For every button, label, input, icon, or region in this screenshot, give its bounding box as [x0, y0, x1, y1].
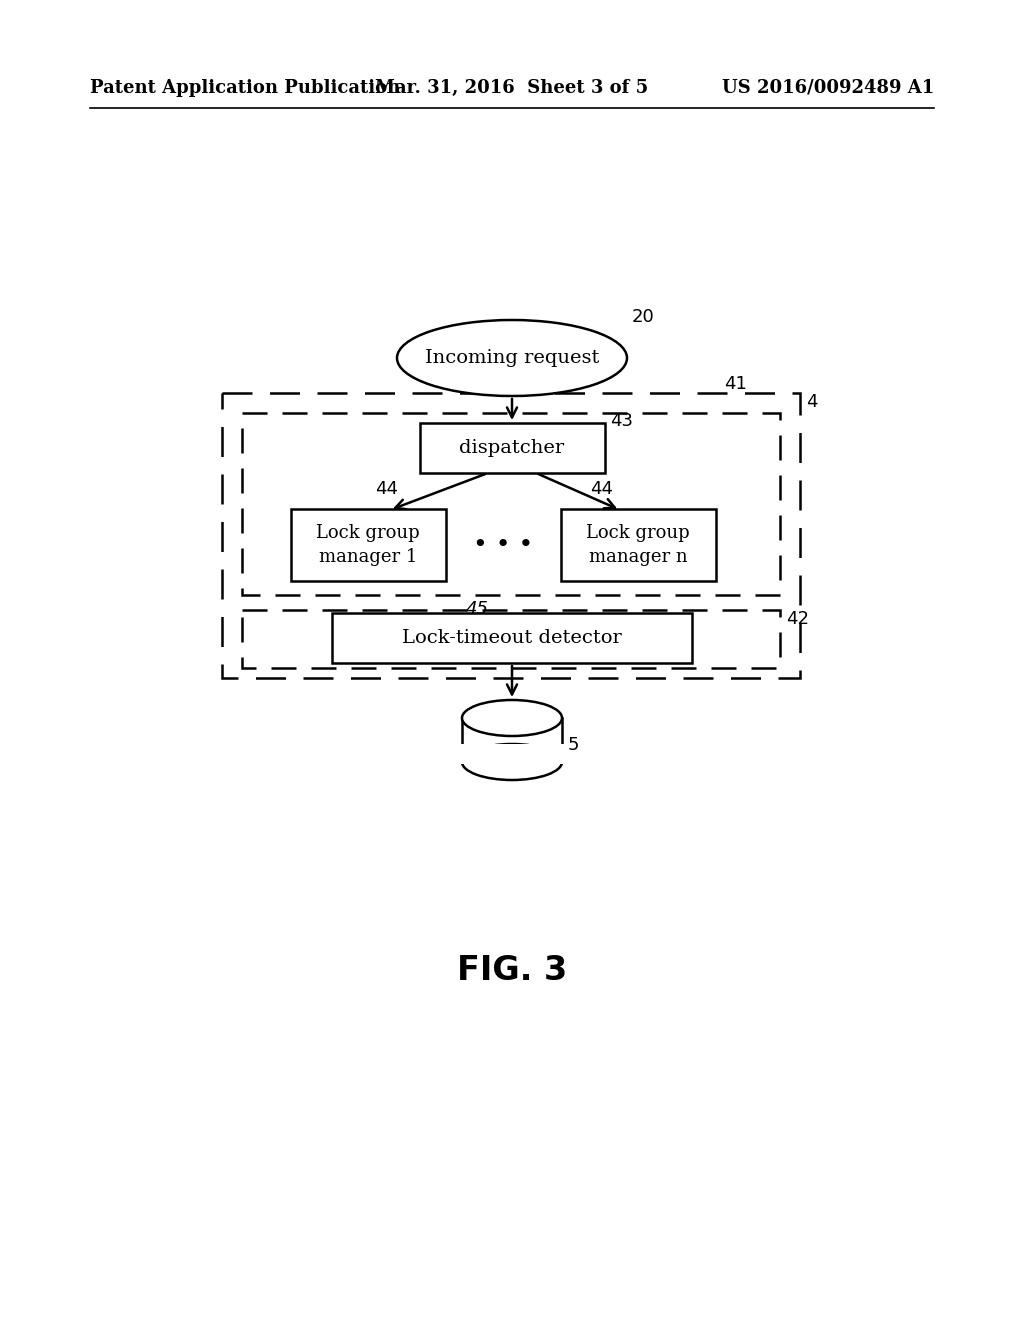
Bar	[560, 510, 716, 581]
Bar	[222, 393, 800, 678]
Text: 44: 44	[590, 480, 613, 498]
Text: 42: 42	[786, 610, 809, 628]
Text: 4: 4	[806, 393, 817, 411]
Bar	[420, 422, 604, 473]
Bar	[462, 718, 562, 762]
Bar	[332, 612, 692, 663]
Text: 45: 45	[466, 601, 489, 618]
Text: • • •: • • •	[473, 533, 534, 557]
Text: Incoming request: Incoming request	[425, 348, 599, 367]
Text: 20: 20	[632, 308, 654, 326]
Text: Lock group
manager n: Lock group manager n	[586, 524, 690, 566]
Text: 5: 5	[568, 737, 580, 754]
Text: Lock-timeout detector: Lock-timeout detector	[402, 630, 622, 647]
Bar	[460, 744, 564, 764]
Bar	[242, 610, 780, 668]
Text: Patent Application Publication: Patent Application Publication	[90, 79, 400, 96]
Text: 44: 44	[375, 480, 398, 498]
Ellipse shape	[462, 744, 562, 780]
Bar	[291, 510, 445, 581]
Text: US 2016/0092489 A1: US 2016/0092489 A1	[722, 79, 934, 96]
Ellipse shape	[462, 700, 562, 737]
Text: dispatcher: dispatcher	[460, 440, 564, 457]
Text: 43: 43	[610, 412, 633, 430]
Text: Lock group
manager 1: Lock group manager 1	[316, 524, 420, 566]
Text: FIG. 3: FIG. 3	[457, 953, 567, 986]
Text: 41: 41	[724, 375, 746, 393]
Text: Mar. 31, 2016  Sheet 3 of 5: Mar. 31, 2016 Sheet 3 of 5	[376, 79, 648, 96]
Ellipse shape	[397, 319, 627, 396]
Bar	[242, 413, 780, 595]
